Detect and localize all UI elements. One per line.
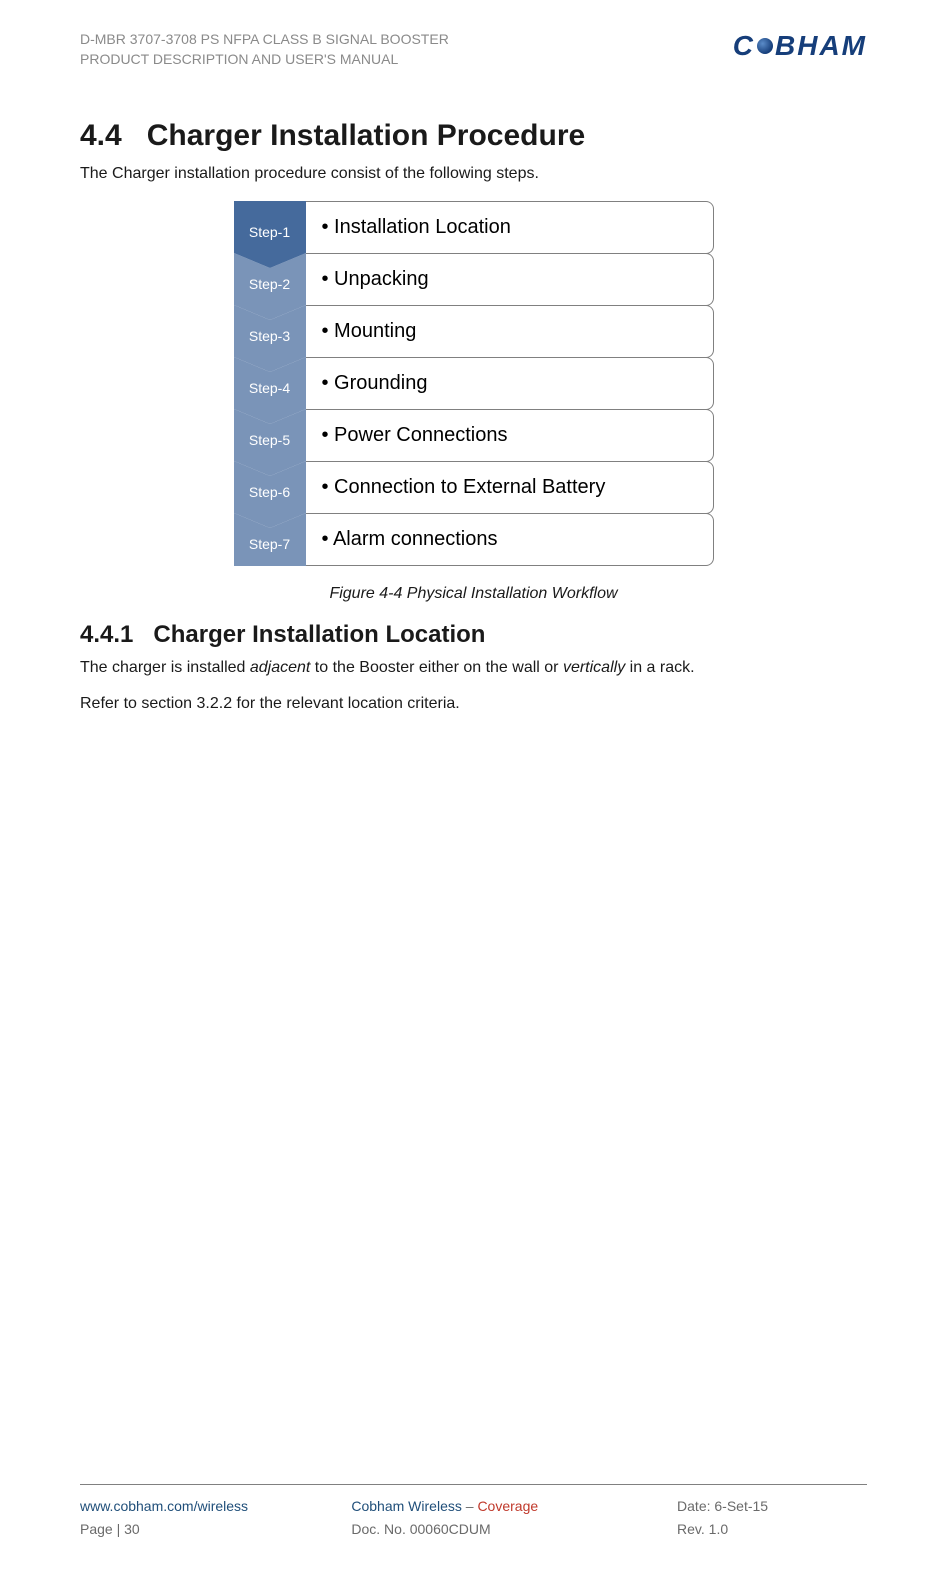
step-badge-label: Step-6 (249, 476, 290, 500)
footer-date: Date: 6-Set-15 (677, 1495, 867, 1517)
globe-icon (757, 38, 773, 54)
header-title-block: D-MBR 3707-3708 PS NFPA CLASS B SIGNAL B… (80, 30, 449, 69)
subsection-title: Charger Installation Location (153, 621, 485, 648)
step-badge: Step-1 (234, 201, 306, 254)
step-badge-label: Step-7 (249, 528, 290, 552)
header-line1: D-MBR 3707-3708 PS NFPA CLASS B SIGNAL B… (80, 30, 449, 50)
footer-left: www.cobham.com/wireless Page | 30 (80, 1495, 351, 1540)
step-badge-label: Step-2 (249, 268, 290, 292)
header-line2: PRODUCT DESCRIPTION AND USER'S MANUAL (80, 50, 449, 70)
workflow-step: Step-2 • Unpacking (234, 253, 714, 306)
step-content: • Alarm connections (306, 513, 714, 566)
subsection-p1: The charger is installed adjacent to the… (80, 659, 867, 677)
step-content: • Connection to External Battery (306, 461, 714, 514)
footer-center1-pre: Cobham Wireless (351, 1498, 461, 1514)
p1-post: in a rack. (625, 659, 694, 676)
workflow-step: Step-6 • Connection to External Battery (234, 461, 714, 514)
footer-rev: Rev. 1.0 (677, 1518, 867, 1540)
step-badge-label: Step-3 (249, 320, 290, 344)
page-header: D-MBR 3707-3708 PS NFPA CLASS B SIGNAL B… (80, 30, 867, 69)
subsection-p2: Refer to section 3.2.2 for the relevant … (80, 695, 867, 713)
workflow-step: Step-5 • Power Connections (234, 409, 714, 462)
figure-caption: Figure 4-4 Physical Installation Workflo… (80, 585, 867, 603)
workflow-step: Step-7 • Alarm connections (234, 513, 714, 566)
p1-pre: The charger is installed (80, 659, 250, 676)
p1-adjacent: adjacent (250, 659, 311, 676)
footer-right: Date: 6-Set-15 Rev. 1.0 (677, 1495, 867, 1540)
step-badge-label: Step-1 (249, 216, 290, 240)
footer-page: Page | 30 (80, 1518, 351, 1540)
step-content: • Installation Location (306, 201, 714, 254)
footer-url: www.cobham.com/wireless (80, 1495, 351, 1517)
footer-center: Cobham Wireless – Coverage Doc. No. 0006… (351, 1495, 677, 1540)
section-title: Charger Installation Procedure (147, 119, 585, 152)
step-content: • Unpacking (306, 253, 714, 306)
footer-divider (80, 1484, 867, 1485)
section-number: 4.4 (80, 119, 122, 152)
p1-mid: to the Booster either on the wall or (310, 659, 563, 676)
workflow-step: Step-3 • Mounting (234, 305, 714, 358)
p1-vertically: vertically (563, 659, 625, 676)
workflow-step: Step-4 • Grounding (234, 357, 714, 410)
step-badge-label: Step-5 (249, 424, 290, 448)
step-content: • Grounding (306, 357, 714, 410)
brand-logo: C BHAM (733, 30, 867, 62)
subsection-number: 4.4.1 (80, 621, 133, 648)
step-content: • Mounting (306, 305, 714, 358)
page-footer: www.cobham.com/wireless Page | 30 Cobham… (80, 1484, 867, 1540)
brand-post: BHAM (775, 30, 867, 62)
workflow-step: Step-1 • Installation Location (234, 201, 714, 254)
footer-center1-sep: – (462, 1498, 478, 1514)
brand-pre: C (733, 30, 755, 62)
footer-center1-cov: Coverage (477, 1498, 538, 1514)
section-intro: The Charger installation procedure consi… (80, 165, 867, 183)
step-content: • Power Connections (306, 409, 714, 462)
step-badge-label: Step-4 (249, 372, 290, 396)
subsection-heading: 4.4.1 Charger Installation Location (80, 621, 867, 649)
footer-center2: Doc. No. 00060CDUM (351, 1518, 677, 1540)
section-heading: 4.4 Charger Installation Procedure (80, 119, 867, 153)
workflow-diagram: Step-1 • Installation Location Step-2 • Unp… (234, 201, 714, 566)
